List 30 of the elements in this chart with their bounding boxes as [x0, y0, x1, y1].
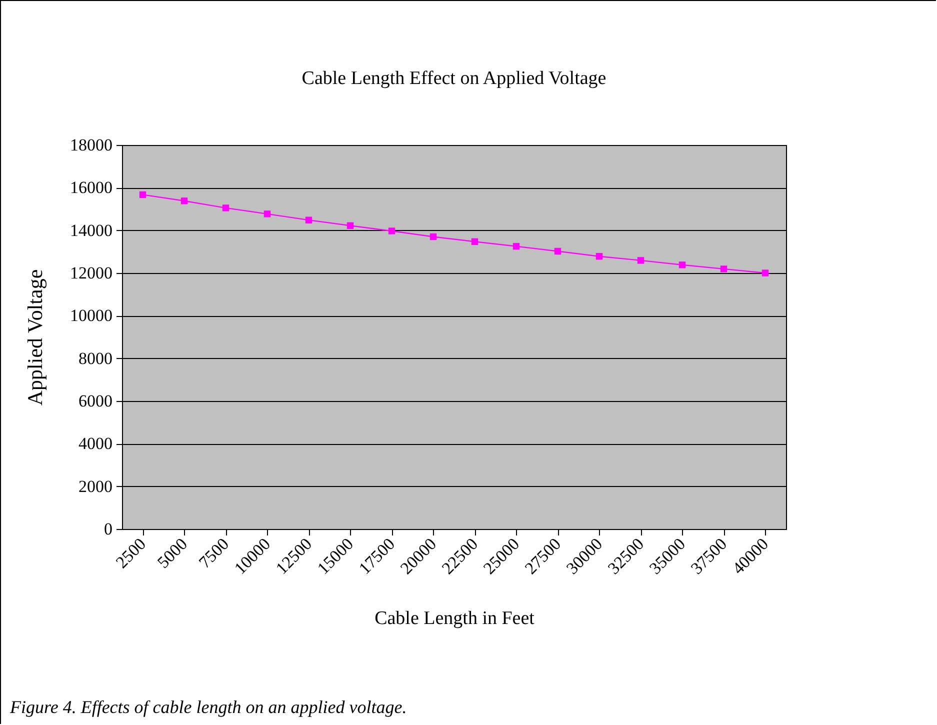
- y-tick-label: 10000: [70, 306, 112, 326]
- point: [762, 270, 769, 276]
- chart-title: Cable Length Effect on Applied Voltage: [302, 68, 606, 89]
- point: [388, 228, 396, 234]
- point: [596, 253, 603, 260]
- y-tick-label: 4000: [78, 434, 112, 454]
- y-tick-label: 0: [104, 520, 112, 538]
- point: [180, 198, 188, 204]
- point: [471, 238, 478, 245]
- point: [512, 242, 520, 250]
- point: [139, 191, 146, 198]
- y-tick-label: 2000: [78, 476, 112, 496]
- y-axis-title: Applied Voltage: [23, 269, 47, 406]
- point: [305, 216, 312, 224]
- y-tick-label: 16000: [70, 178, 112, 198]
- y-tick-label: 14000: [70, 220, 112, 240]
- y-tick-label: 18000: [70, 136, 112, 154]
- point: [637, 257, 644, 264]
- x-axis-title: Cable Length in Feet: [374, 608, 536, 630]
- point: [720, 266, 728, 272]
- point: [430, 233, 437, 240]
- caption: Figure 4. Effects of cable length on an applied voltage.: [10, 697, 407, 718]
- point: [264, 210, 271, 218]
- point: [346, 222, 354, 229]
- y-tick-label: 6000: [78, 392, 112, 410]
- point: [678, 262, 686, 268]
- y-tick-label: 12000: [70, 264, 112, 282]
- y-tick-label: 8000: [78, 348, 112, 368]
- point: [554, 248, 562, 255]
- point: [222, 204, 230, 212]
